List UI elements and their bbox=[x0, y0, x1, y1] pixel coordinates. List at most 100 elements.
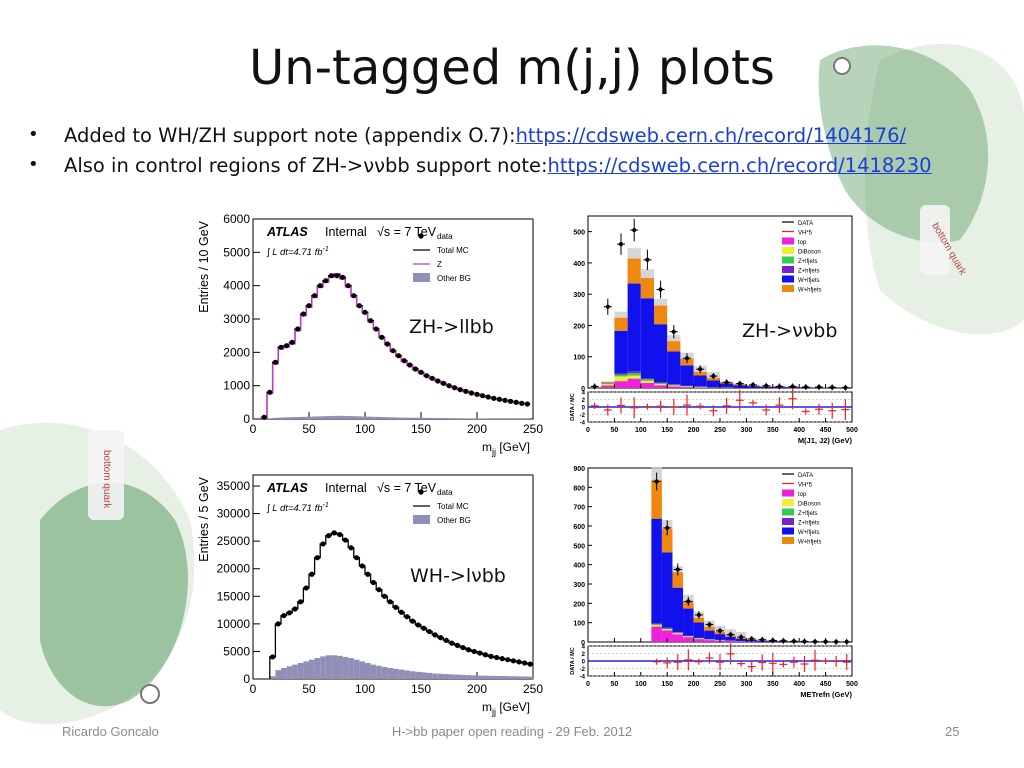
legend-label: DiBoson bbox=[798, 502, 821, 508]
data-point bbox=[830, 385, 835, 390]
stack-bar-diboson bbox=[640, 380, 654, 383]
legend-swatch bbox=[782, 518, 794, 525]
legend-label: Z+hfjets bbox=[798, 269, 820, 275]
other-bg-bar bbox=[306, 416, 312, 419]
data-point bbox=[632, 227, 637, 233]
data-point bbox=[491, 395, 497, 401]
other-bg-bar bbox=[292, 664, 298, 679]
data-point bbox=[418, 369, 424, 375]
plush-toy-right: bottom quark bbox=[818, 45, 989, 278]
other-bg-bar bbox=[373, 416, 379, 419]
legend-label: W+hfjets bbox=[798, 540, 822, 546]
other-bg-bar bbox=[365, 663, 371, 679]
y-tick-label: 6000 bbox=[223, 212, 250, 226]
x-tick-label: 400 bbox=[793, 427, 805, 434]
data-point bbox=[387, 599, 393, 605]
ratio-tick-label: 4 bbox=[582, 645, 586, 651]
data-point bbox=[292, 606, 298, 612]
other-bg-bar bbox=[423, 417, 430, 419]
stack-bar-w-lfjets bbox=[661, 552, 673, 628]
other-bg-bar bbox=[426, 672, 433, 679]
data-point bbox=[351, 293, 357, 299]
stack-bar-diboson bbox=[667, 385, 681, 387]
other-bg-bar bbox=[421, 672, 427, 679]
other-bg-bar bbox=[356, 416, 363, 419]
status-label: Internal bbox=[325, 481, 367, 495]
other-bg-bar bbox=[407, 417, 413, 419]
plush-toy-left: bottom quark bbox=[40, 430, 188, 707]
other-bg-bar bbox=[275, 670, 281, 679]
legend-swatch bbox=[782, 527, 794, 535]
data-point bbox=[749, 636, 754, 642]
y-tick-label: 100 bbox=[573, 621, 585, 628]
x-tick-label: 100 bbox=[635, 681, 647, 688]
ratio-tick-label: -2 bbox=[580, 413, 586, 419]
stack-bar-z-lfjets bbox=[661, 628, 673, 630]
ratio-tick-label: -4 bbox=[580, 675, 586, 681]
other-bg-bar bbox=[342, 656, 349, 679]
other-bg-bar bbox=[465, 675, 472, 679]
legend-label: top bbox=[798, 240, 807, 246]
data-point bbox=[454, 642, 460, 648]
energy-label: √s = 7 TeV bbox=[377, 481, 437, 495]
uncertainty-band bbox=[614, 311, 628, 318]
data-point bbox=[618, 242, 624, 247]
data-point bbox=[477, 650, 483, 656]
stack-bar-z-lfjets bbox=[651, 624, 662, 625]
stack-bar-z-lfjets bbox=[614, 374, 628, 377]
data-point bbox=[728, 632, 733, 637]
support-note-link[interactable]: https://cdsweb.cern.ch/record/1404176/ bbox=[515, 124, 907, 147]
other-bg-bar bbox=[367, 416, 374, 419]
legend-swatch-other-bg bbox=[413, 273, 430, 282]
data-point bbox=[298, 599, 304, 605]
other-bg-bar bbox=[390, 417, 396, 419]
y-tick-label: 0 bbox=[581, 640, 585, 647]
data-point bbox=[671, 329, 676, 334]
stack-bar-top bbox=[667, 386, 681, 388]
other-bg-bar bbox=[440, 418, 447, 419]
x-tick-label: 250 bbox=[523, 682, 543, 696]
data-point bbox=[468, 390, 474, 396]
data-point bbox=[289, 339, 295, 345]
x-tick-label: 100 bbox=[355, 682, 375, 696]
bullet-text: Added to WH/ZH support note (appendix O.… bbox=[64, 124, 516, 147]
data-point bbox=[295, 326, 301, 332]
legend-swatch bbox=[782, 256, 794, 264]
legend-label: Z+lfjets bbox=[798, 511, 818, 517]
other-bg-bar bbox=[412, 417, 419, 419]
other-bg-bar bbox=[401, 417, 407, 419]
other-bg-bar bbox=[432, 673, 438, 679]
other-bg-bar bbox=[409, 671, 416, 679]
stack-bar-w-hfjets bbox=[672, 572, 684, 588]
data-point bbox=[684, 356, 690, 361]
data-point bbox=[843, 385, 848, 390]
y-tick-label: 500 bbox=[573, 230, 585, 237]
data-point bbox=[365, 571, 371, 577]
data-point bbox=[393, 604, 399, 610]
legend-swatch bbox=[782, 499, 794, 506]
data-point bbox=[488, 653, 494, 659]
support-note-link[interactable]: https://cdsweb.cern.ch/record/1418230 bbox=[547, 154, 932, 177]
data-point bbox=[516, 659, 522, 665]
y-tick-label: 300 bbox=[573, 582, 585, 589]
x-tick-label: 400 bbox=[793, 681, 805, 688]
other-bg-bar bbox=[314, 658, 321, 679]
ratio-tick-label: -4 bbox=[580, 421, 586, 427]
data-point bbox=[485, 394, 491, 400]
region-label-zh-vvbb: ZH->ννbb bbox=[740, 320, 840, 342]
other-bg-bar bbox=[379, 417, 385, 419]
stack-bar-z-lfjets bbox=[667, 384, 681, 386]
data-point bbox=[791, 639, 797, 644]
data-point bbox=[390, 348, 396, 354]
legend-swatch bbox=[782, 275, 794, 283]
y-tick-label: 5000 bbox=[223, 644, 250, 658]
data-point bbox=[760, 637, 765, 642]
data-point bbox=[494, 654, 500, 661]
other-bg-bar bbox=[300, 416, 307, 419]
atlas-label: ATLAS bbox=[266, 481, 308, 495]
other-bg-bar bbox=[348, 658, 354, 679]
x-tick-label: 200 bbox=[467, 422, 487, 436]
other-bg-bar bbox=[387, 667, 393, 679]
data-point bbox=[303, 585, 309, 591]
data-point bbox=[605, 304, 610, 309]
